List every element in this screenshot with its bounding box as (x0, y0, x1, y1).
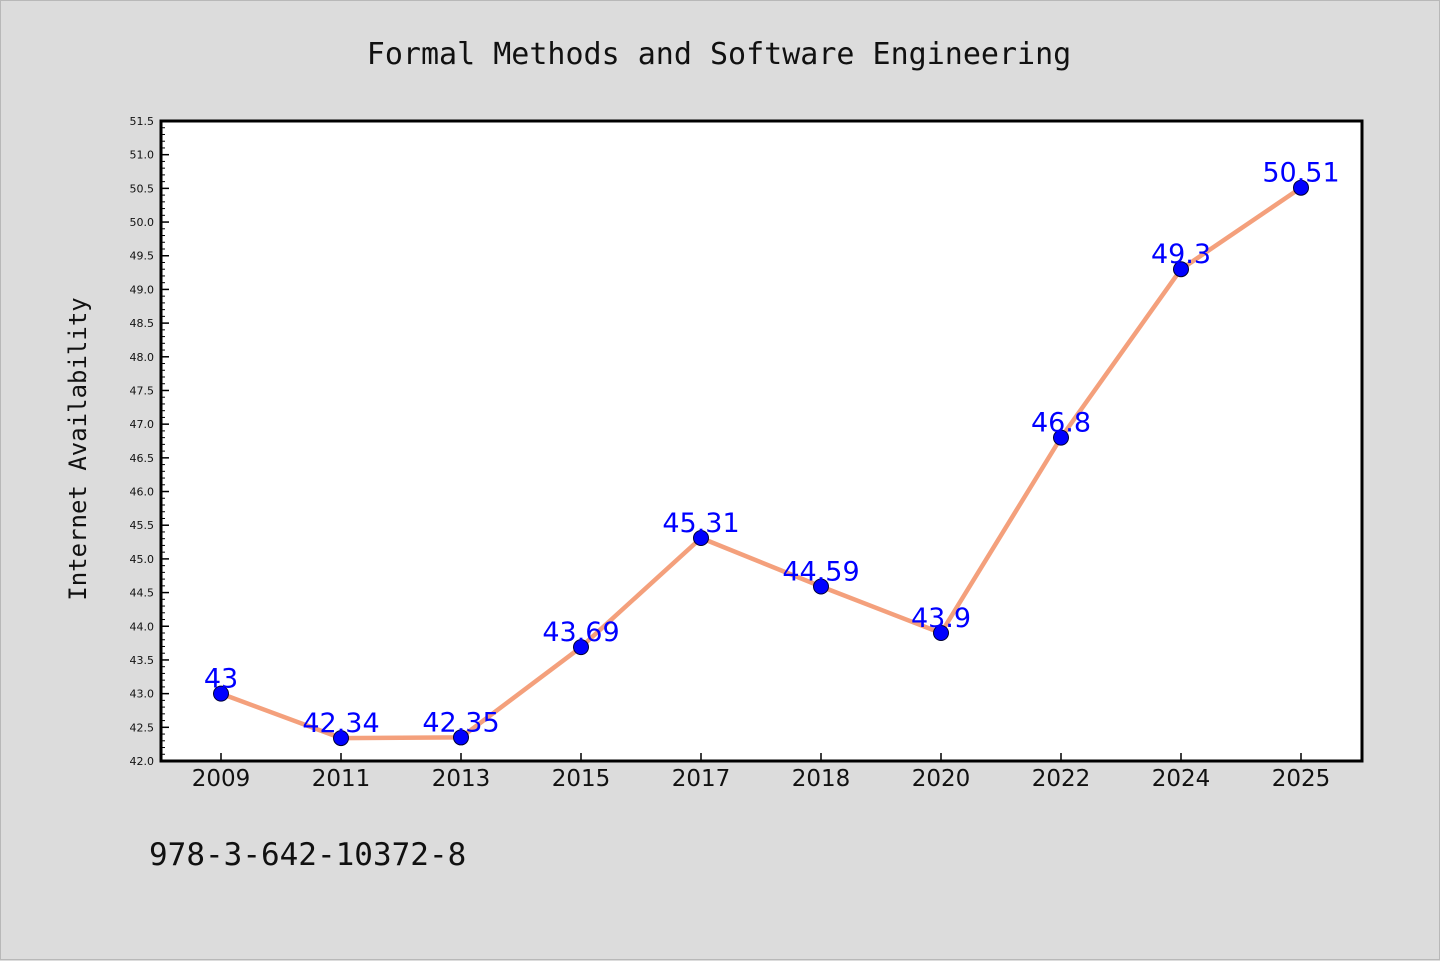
data-point (1053, 429, 1069, 446)
data-label: 42.34 (302, 708, 379, 739)
data-point (573, 639, 589, 656)
y-tick-label: 44.0 (130, 620, 155, 633)
data-point (453, 729, 469, 746)
data-point (693, 530, 709, 547)
data-label: 43 (204, 664, 238, 695)
y-tick-label: 43.5 (130, 654, 155, 667)
data-label: 43.69 (542, 617, 619, 648)
y-tick-label: 45.0 (130, 553, 155, 566)
data-point (1293, 179, 1309, 196)
data-label: 49.3 (1151, 239, 1211, 270)
y-tick-label: 43.0 (130, 688, 155, 701)
y-axis-label: Internet Availability (64, 297, 92, 600)
data-label: 50.51 (1262, 158, 1339, 189)
data-point (813, 578, 829, 595)
y-tick-label: 49.5 (130, 250, 155, 263)
x-tick-label: 2022 (1032, 766, 1091, 792)
x-tick-label: 2013 (432, 766, 491, 792)
x-axis: 2009 2011 2013 2015 2017 2018 2020 2022 2024 2025 (192, 753, 1331, 792)
y-tick-label: 44.5 (130, 587, 155, 600)
series-line (218, 185, 1304, 741)
y-tick-label: 47.0 (130, 418, 155, 431)
data-point (1173, 261, 1189, 278)
y-tick-label: 46.5 (130, 452, 155, 465)
data-label: 45.31 (662, 508, 739, 539)
data-label: 44.59 (782, 557, 859, 588)
y-tick-label: 47.5 (130, 384, 155, 397)
y-tick-label: 50.0 (130, 216, 155, 229)
chart-title: Formal Methods and Software Engineering (367, 37, 1071, 72)
series-layer: 43 42.34 42.35 43.69 45.31 44.59 43.9 46.8 49.3 5… (204, 158, 1340, 747)
y-tick-label: 51.0 (130, 149, 155, 162)
x-tick-label: 2025 (1272, 766, 1331, 792)
y-axis: 42.0 42.5 43.0 43.5 44.0 44.5 45.0 45.5 46.0 46.5… (130, 115, 169, 768)
x-tick-label: 2018 (792, 766, 851, 792)
y-tick-label: 51.5 (130, 115, 155, 128)
data-label: 46.8 (1031, 408, 1091, 439)
x-tick-label: 2024 (1152, 766, 1211, 792)
x-tick-label: 2017 (672, 766, 731, 792)
y-tick-label: 49.0 (130, 283, 155, 296)
y-tick-label: 45.5 (130, 519, 155, 532)
x-tick-label: 2015 (552, 766, 611, 792)
y-tick-label: 50.5 (130, 182, 155, 195)
data-point (933, 625, 949, 641)
y-tick-label: 46.0 (130, 486, 155, 499)
y-tick-label: 48.0 (130, 351, 155, 364)
y-tick-label: 48.5 (130, 317, 155, 330)
footer-note: 978-3-642-10372-8 (149, 837, 466, 873)
y-tick-label: 42.5 (130, 721, 155, 734)
data-label: 43.9 (911, 603, 971, 634)
plot-area (159, 119, 1364, 763)
y-tick-label: 42.0 (130, 755, 155, 768)
data-point (213, 685, 229, 702)
x-tick-label: 2011 (312, 766, 371, 792)
data-label: 42.35 (422, 707, 499, 738)
data-point (333, 730, 349, 747)
x-tick-label: 2020 (912, 766, 971, 792)
x-tick-label: 2009 (192, 766, 251, 792)
